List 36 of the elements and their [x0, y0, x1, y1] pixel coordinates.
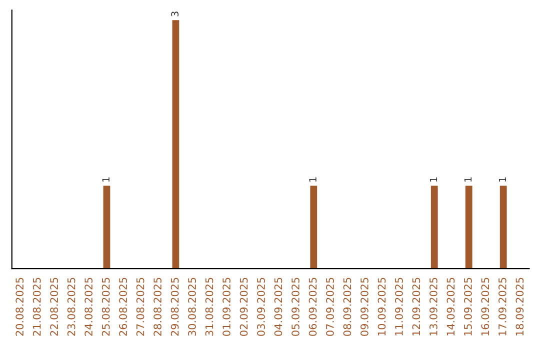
x-tick-label: 07.09.2025 — [326, 278, 334, 336]
x-tick-label: 20.08.2025 — [16, 278, 24, 336]
x-tick-label: 29.08.2025 — [170, 278, 179, 336]
x-tick-label: 28.08.2025 — [154, 278, 162, 336]
x-tick-label: 14.09.2025 — [446, 278, 455, 336]
x-tick-label: 17.09.2025 — [498, 278, 506, 336]
x-tick-label: 16.09.2025 — [481, 278, 490, 336]
data-label: 1 — [102, 177, 110, 182]
x-tick-label: 04.09.2025 — [274, 278, 282, 336]
x-tick-label: 27.08.2025 — [136, 278, 144, 336]
x-tick-label: 02.09.2025 — [240, 278, 248, 336]
x-tick-label: 31.08.2025 — [205, 278, 214, 336]
data-label: 1 — [464, 177, 472, 182]
x-tick-label: 23.08.2025 — [67, 278, 76, 336]
x-tick-label: 05.09.2025 — [292, 278, 300, 336]
x-tick-label: 15.09.2025 — [464, 278, 472, 336]
data-label: 1 — [430, 177, 438, 182]
x-tick-label: 22.08.2025 — [50, 278, 58, 336]
x-tick-label: 21.08.2025 — [32, 278, 41, 336]
data-label: 1 — [309, 177, 316, 182]
x-tick-label: 30.08.2025 — [188, 278, 196, 336]
x-tick-label: 12.09.2025 — [412, 278, 420, 336]
x-tick-label: 08.09.2025 — [343, 278, 352, 336]
data-label: 1 — [498, 177, 506, 182]
x-tick-label: 01.09.2025 — [222, 278, 230, 336]
x-tick-label: 11.09.2025 — [395, 278, 403, 336]
x-tick-label: 24.08.2025 — [84, 278, 92, 336]
x-tick-label: 26.08.2025 — [119, 278, 127, 336]
x-tick-label: 10.09.2025 — [378, 278, 386, 336]
x-tick-label: 09.09.2025 — [360, 278, 368, 336]
x-tick-label: 06.09.2025 — [308, 278, 317, 336]
x-tick-label: 13.09.2025 — [430, 278, 438, 336]
x-tick-label: 03.09.2025 — [257, 278, 265, 336]
data-label: 3 — [171, 12, 179, 16]
x-tick-label: 25.08.2025 — [102, 278, 110, 336]
x-tick-label: 18.09.2025 — [516, 278, 524, 336]
